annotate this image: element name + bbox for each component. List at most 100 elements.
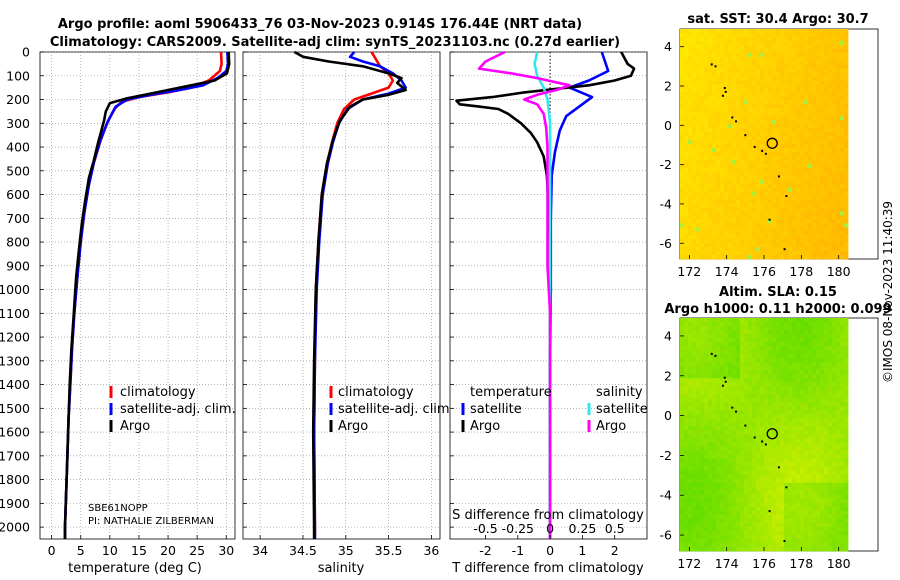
- map-cell: [812, 490, 817, 496]
- map-cell: [796, 203, 801, 208]
- map-cell: [732, 322, 737, 327]
- map-cell: [792, 227, 797, 232]
- map-cell: [788, 243, 793, 248]
- map-cell: [732, 151, 737, 157]
- map-cell: [784, 175, 789, 181]
- map-cell: [792, 490, 797, 496]
- map-cell: [844, 29, 849, 34]
- map-y-tick-label: -4: [660, 196, 673, 211]
- map-cell: [724, 354, 729, 359]
- island-dot: [735, 120, 737, 123]
- map-cell: [756, 434, 761, 439]
- map-cell: [844, 120, 849, 125]
- map-cell: [688, 454, 693, 460]
- map-cell: [772, 223, 777, 228]
- map-cell: [804, 151, 809, 157]
- map-cell: [808, 426, 813, 431]
- map-cell: [744, 223, 749, 228]
- map-cell: [820, 155, 825, 161]
- map-cell: [696, 48, 701, 54]
- map-cell: [736, 84, 741, 89]
- map-cell: [832, 60, 837, 66]
- map-cell: [752, 136, 757, 141]
- map-cell: [784, 370, 789, 375]
- map-cell: [764, 255, 769, 260]
- map-cell: [776, 394, 781, 399]
- map-cell: [684, 514, 689, 520]
- map-cell: [732, 144, 737, 149]
- map-cell: [680, 450, 685, 455]
- map-cell: [732, 534, 737, 540]
- map-cell: [804, 518, 809, 524]
- map-cell: [780, 147, 785, 153]
- map-cell: [684, 116, 689, 121]
- map-cell: [720, 187, 725, 192]
- map-cell: [740, 144, 745, 149]
- map-cell: [700, 402, 705, 407]
- map-cell: [832, 124, 837, 129]
- map-cell: [792, 112, 797, 117]
- map-cell: [764, 231, 769, 236]
- map-cell: [688, 510, 693, 516]
- map-cell: [728, 64, 733, 70]
- map-cell: [680, 322, 685, 327]
- map-cell: [820, 227, 825, 232]
- map-cell: [736, 80, 741, 85]
- map-cell: [696, 243, 701, 248]
- map-cell: [784, 386, 789, 391]
- map-cell: [768, 100, 773, 105]
- map-cell: [760, 199, 765, 204]
- map-cell: [796, 478, 801, 484]
- map-cell: [728, 128, 733, 133]
- map-cell: [784, 358, 789, 363]
- map-cell: [696, 370, 701, 375]
- map-cell: [736, 108, 741, 113]
- map-cell: [800, 32, 805, 38]
- map-cell: [776, 128, 781, 133]
- map-cell: [764, 36, 769, 42]
- map-cell: [708, 474, 713, 480]
- map-cell: [768, 140, 773, 145]
- map-cell: [772, 546, 777, 552]
- map-cell: [784, 112, 789, 117]
- map-cell: [740, 128, 745, 133]
- map-cell: [780, 68, 785, 74]
- map-cell: [832, 136, 837, 141]
- map-cell: [784, 124, 789, 129]
- map-cell: [696, 112, 701, 117]
- map-cell: [720, 151, 725, 157]
- map-cell: [820, 80, 825, 85]
- map-cell: [784, 100, 789, 105]
- map-cell: [784, 498, 789, 504]
- map-cell: [808, 132, 813, 137]
- map-cell: [688, 542, 693, 548]
- x-tick-label: 30: [218, 543, 234, 558]
- map-cell: [776, 358, 781, 363]
- map-cell: [708, 330, 713, 335]
- map-cell: [752, 370, 757, 375]
- map-cell: [812, 175, 817, 181]
- map-cell: [820, 502, 825, 508]
- map-cell: [716, 32, 721, 38]
- map-cell: [756, 326, 761, 331]
- depth-tick-label: 1600: [0, 425, 30, 440]
- map-cell: [812, 183, 817, 189]
- map-cell: [776, 195, 781, 200]
- map-cell: [756, 120, 761, 125]
- map-cell: [732, 219, 737, 224]
- map-cell: [772, 147, 777, 153]
- map-cell: [704, 346, 709, 351]
- map-cell: [744, 538, 749, 544]
- map-cell: [732, 207, 737, 212]
- map-cell: [816, 362, 821, 367]
- map-cell: [824, 175, 829, 181]
- map-cell: [696, 136, 701, 141]
- map-cell: [808, 124, 813, 129]
- map-cell: [784, 346, 789, 351]
- map-cell: [828, 88, 833, 93]
- map-cell: [740, 406, 745, 411]
- map-cell: [744, 406, 749, 411]
- map-cell: [728, 219, 733, 224]
- map-cell: [756, 386, 761, 391]
- map-cell: [772, 239, 777, 244]
